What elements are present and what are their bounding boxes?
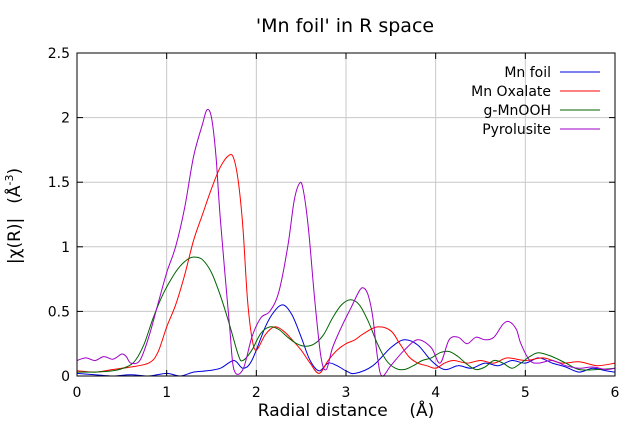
legend-label-pyrolusite: Pyrolusite (482, 122, 551, 138)
y-tick-label: 0 (61, 369, 70, 385)
x-tick-label: 0 (73, 385, 82, 401)
legend-label-g-mnooh: g-MnOOH (484, 103, 551, 119)
y-tick-label: 2.5 (48, 46, 70, 62)
y-tick-label: 0.5 (48, 304, 70, 320)
y-tick-label: 1 (61, 240, 70, 256)
x-tick-label: 5 (521, 385, 530, 401)
x-tick-label: 6 (611, 385, 620, 401)
series-line-g-mnooh (76, 256, 616, 373)
x-tick-label: 3 (342, 385, 351, 401)
chart-title: 'Mn foil' in R space (256, 15, 434, 37)
grid (77, 53, 615, 376)
y-tick-label: 1.5 (48, 175, 70, 191)
y-axis-label-close: ) (5, 168, 25, 175)
series-line-pyrolusite (76, 109, 616, 377)
x-ticks: 0 1 2 3 4 5 6 (73, 53, 620, 401)
legend-label-mn-oxalate: Mn Oxalate (471, 84, 551, 100)
series-line-mn-oxalate (76, 154, 616, 374)
y-axis-label-main: |χ(R)| (5, 218, 25, 264)
svg-text:|χ(R)|(Å-3): |χ(R)| (Å-3) (3, 168, 25, 264)
y-tick-label: 2 (61, 111, 70, 127)
x-tick-label: 2 (252, 385, 261, 401)
series-lines (76, 109, 616, 377)
x-tick-label: 4 (431, 385, 440, 401)
series-line-mn-foil (76, 304, 616, 377)
y-axis-label-exponent: -3 (3, 175, 16, 186)
y-axis-label-unit: (Å (3, 185, 25, 204)
y-ticks: 0 0.5 1 1.5 2 2.5 (48, 46, 615, 385)
legend-label-mn-foil: Mn foil (504, 65, 551, 81)
x-axis-label: Radial distance (Å) (258, 399, 434, 421)
legend: Mn foil Mn Oxalate g-MnOOH Pyrolusite (471, 65, 600, 138)
y-axis-label: |χ(R)| (Å-3) (3, 168, 25, 264)
x-tick-label: 1 (162, 385, 171, 401)
